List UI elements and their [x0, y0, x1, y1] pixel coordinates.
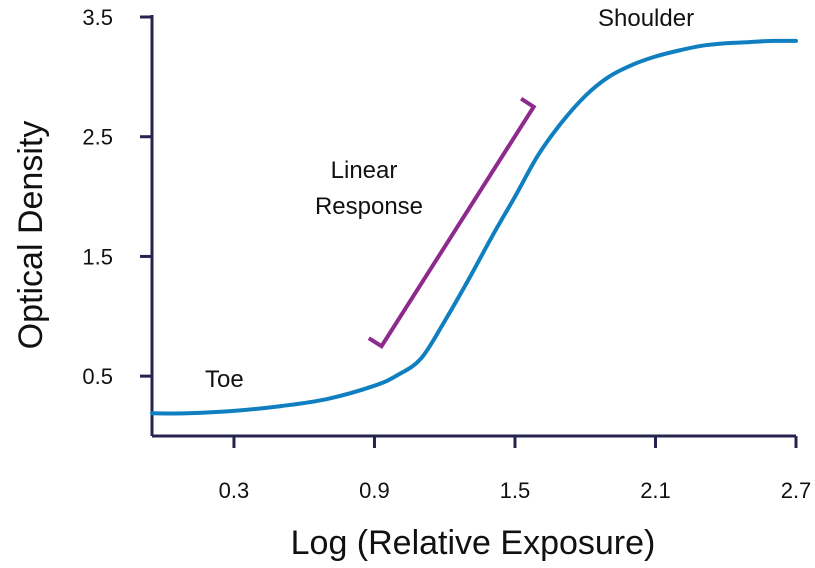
x-tick-label: 0.9	[359, 478, 390, 503]
y-tick-label: 2.5	[82, 125, 113, 150]
y-tick-label: 0.5	[82, 364, 113, 389]
x-tick-label: 2.1	[640, 478, 671, 503]
y-ticks: 0.5 1.5 2.5 3.5	[82, 5, 152, 389]
density-curve-line	[150, 38, 798, 416]
y-tick-label: 1.5	[82, 244, 113, 269]
y-axis-title: Optical Density	[12, 121, 50, 350]
linear-response-label-line2: Response	[315, 193, 423, 220]
linear-response-label-line1: Linear	[331, 157, 398, 184]
y-tick-label: 3.5	[82, 5, 113, 30]
x-tick-label: 1.5	[500, 478, 531, 503]
toe-label: Toe	[205, 366, 244, 393]
linear-response-bracket	[367, 97, 537, 349]
axes	[150, 15, 796, 438]
shoulder-label: Shoulder	[598, 5, 694, 32]
x-ticks: 0.3 0.9 1.5 2.1 2.7	[219, 436, 812, 503]
x-tick-label: 0.3	[219, 478, 250, 503]
x-tick-label: 2.7	[781, 478, 812, 503]
x-axis-title: Log (Relative Exposure)	[291, 524, 656, 562]
